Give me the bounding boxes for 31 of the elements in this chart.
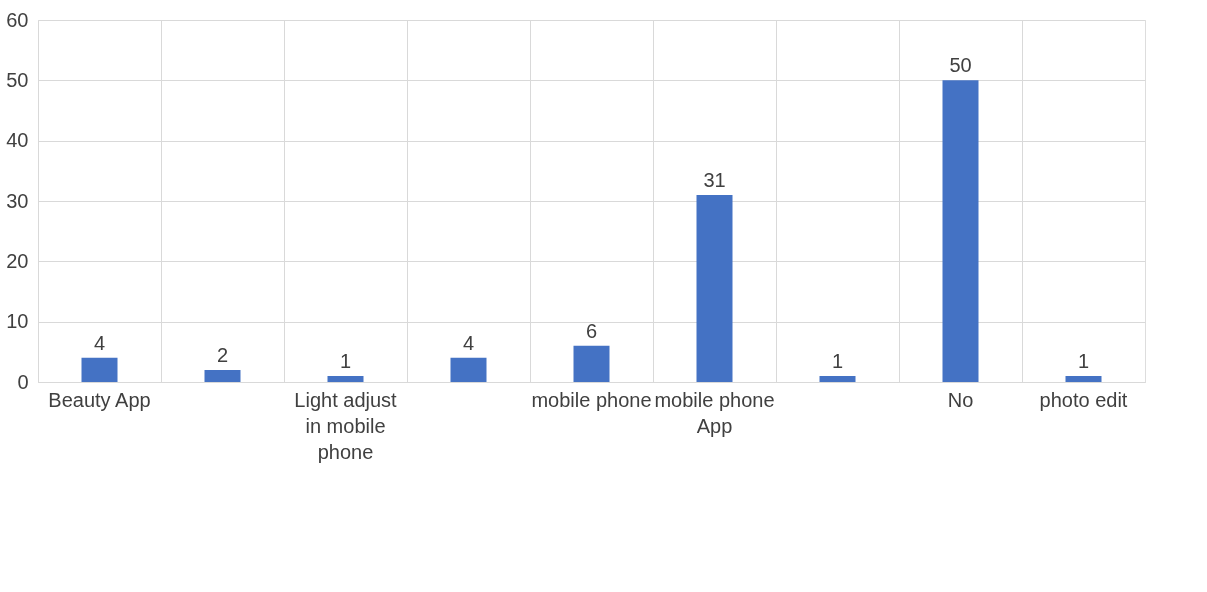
bar xyxy=(327,375,364,382)
data-label: 1 xyxy=(1077,349,1090,372)
data-label: 50 xyxy=(949,54,972,77)
x-tick-label: mobile phone App xyxy=(654,388,775,437)
x-tick-label: photo edit xyxy=(1039,388,1128,411)
bar xyxy=(1065,375,1102,382)
y-tick-label: 10 xyxy=(6,310,29,333)
bar xyxy=(942,80,979,382)
y-tick-label: 20 xyxy=(6,249,29,272)
data-label: 4 xyxy=(93,331,106,354)
x-tick-label: mobile phone xyxy=(531,388,652,411)
bar xyxy=(450,357,487,382)
data-label: 1 xyxy=(831,349,844,372)
data-label: 6 xyxy=(585,319,598,342)
bar xyxy=(573,345,610,382)
bar xyxy=(81,357,118,382)
x-tick-label: No xyxy=(947,388,974,411)
bar xyxy=(819,375,856,382)
data-label: 4 xyxy=(462,331,475,354)
data-label: 2 xyxy=(216,343,229,366)
bar xyxy=(696,194,733,382)
data-label: 31 xyxy=(703,168,726,191)
y-tick-label: 30 xyxy=(6,189,29,212)
y-tick-label: 50 xyxy=(6,68,29,91)
data-label: 1 xyxy=(339,349,352,372)
x-tick-label: Light adjust in mobile phone xyxy=(294,388,398,463)
y-tick-label: 40 xyxy=(6,129,29,152)
y-tick-label: 60 xyxy=(6,8,29,31)
y-tick-label: 0 xyxy=(17,370,29,393)
x-tick-label: Beauty App xyxy=(48,388,151,411)
bar xyxy=(204,369,241,382)
